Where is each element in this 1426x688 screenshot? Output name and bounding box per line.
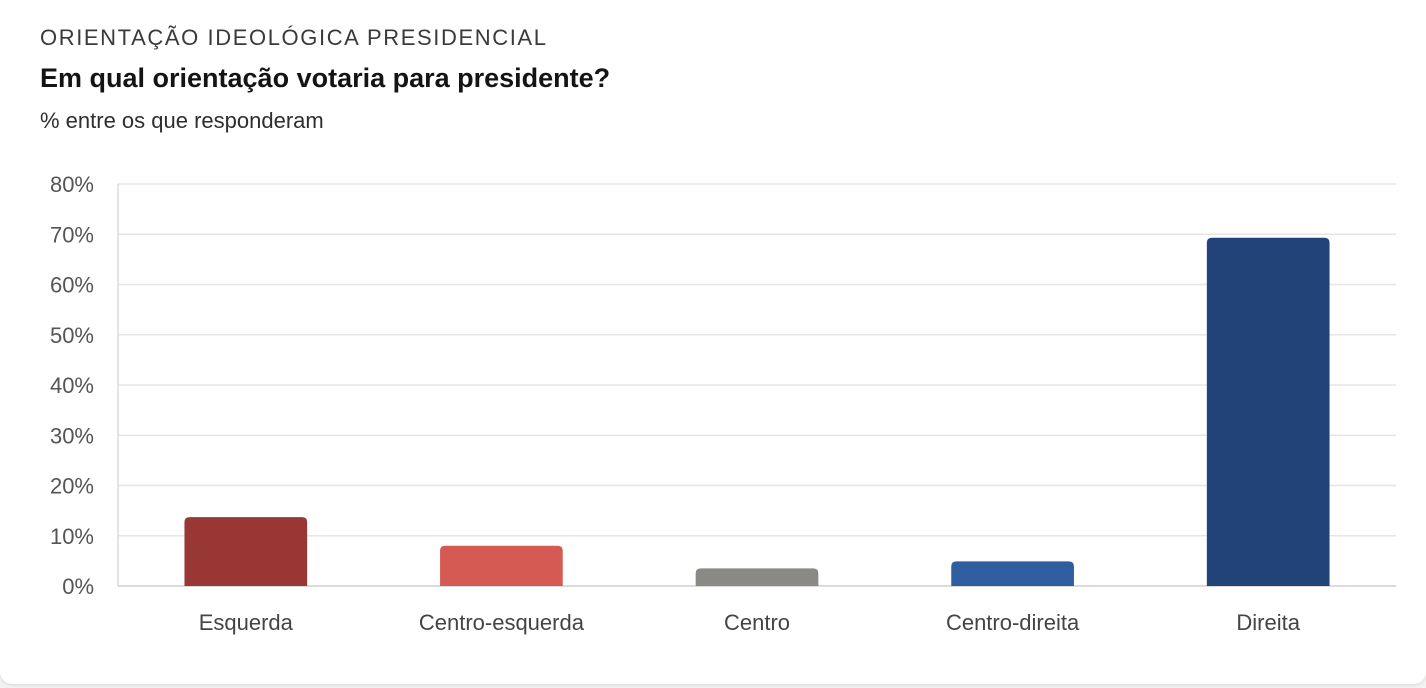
bar-centro-direita	[951, 561, 1074, 586]
x-category-label: Centro	[724, 610, 790, 635]
y-tick-label: 80%	[50, 172, 94, 197]
x-category-label: Centro-esquerda	[419, 610, 585, 635]
y-tick-label: 60%	[50, 273, 94, 298]
y-tick-label: 0%	[62, 574, 94, 599]
y-tick-label: 20%	[50, 474, 94, 499]
bar-esquerda	[184, 517, 308, 586]
y-tick-label: 70%	[50, 222, 94, 247]
y-tick-label: 50%	[50, 323, 94, 348]
chart-subtitle: % entre os que responderam	[40, 108, 324, 133]
label-layer: 0% 10% 20% 30% 40% 50% 60% 70% 80% Esquerda Centro…	[50, 172, 1301, 635]
bar-centro	[695, 568, 819, 586]
bar-chart: 0% 10% 20% 30% 40% 50% 60% 70% 80% Esquerda Centro…	[50, 172, 1396, 635]
chart-kicker: ORIENTAÇÃO IDEOLÓGICA PRESIDENCIAL	[40, 25, 548, 50]
bar-direita	[1206, 237, 1330, 586]
y-tick-label: 30%	[50, 423, 94, 448]
bar-layer	[184, 237, 1330, 586]
y-tick-label: 10%	[50, 524, 94, 549]
chart-title: Em qual orientação votaria para presiden…	[40, 63, 611, 93]
grid-layer	[118, 183, 1396, 537]
y-tick-label: 40%	[50, 373, 94, 398]
bar-centro-esquerda	[440, 545, 563, 586]
x-category-label: Centro-direita	[946, 610, 1080, 635]
x-category-label: Direita	[1236, 610, 1300, 635]
x-category-label: Esquerda	[199, 610, 294, 635]
